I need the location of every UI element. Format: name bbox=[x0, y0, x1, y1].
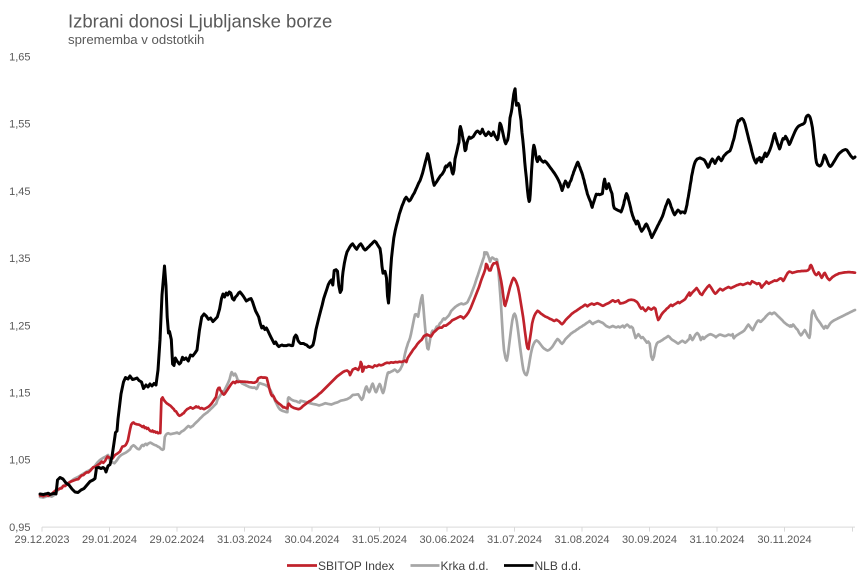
svg-text:1,05: 1,05 bbox=[9, 455, 30, 467]
svg-text:31.07.2024: 31.07.2024 bbox=[487, 534, 542, 546]
svg-text:30.11.2024: 30.11.2024 bbox=[757, 534, 811, 546]
svg-text:31.03.2024: 31.03.2024 bbox=[217, 534, 272, 546]
svg-text:0,95: 0,95 bbox=[9, 522, 30, 534]
svg-text:30.04.2024: 30.04.2024 bbox=[284, 534, 339, 546]
svg-text:Krka d.d.: Krka d.d. bbox=[441, 559, 489, 573]
svg-text:SBITOP Index: SBITOP Index bbox=[318, 559, 394, 573]
svg-text:1,25: 1,25 bbox=[9, 320, 30, 332]
svg-text:1,65: 1,65 bbox=[9, 52, 30, 64]
svg-text:29.12.2023: 29.12.2023 bbox=[14, 534, 69, 546]
svg-text:30.06.2024: 30.06.2024 bbox=[419, 534, 474, 546]
svg-text:31.10.2024: 31.10.2024 bbox=[689, 534, 744, 546]
svg-text:NLB d.d.: NLB d.d. bbox=[535, 559, 582, 573]
svg-text:1,45: 1,45 bbox=[9, 186, 30, 198]
svg-text:sprememba v odstotkih: sprememba v odstotkih bbox=[68, 32, 204, 47]
svg-text:1,55: 1,55 bbox=[9, 119, 30, 131]
svg-text:Izbrani donosi Ljubljanske bor: Izbrani donosi Ljubljanske borze bbox=[68, 11, 332, 32]
svg-text:31.08.2024: 31.08.2024 bbox=[554, 534, 609, 546]
svg-text:1,35: 1,35 bbox=[9, 253, 30, 265]
svg-text:29.01.2024: 29.01.2024 bbox=[82, 534, 137, 546]
svg-text:1,15: 1,15 bbox=[9, 388, 30, 400]
svg-text:29.02.2024: 29.02.2024 bbox=[149, 534, 204, 546]
svg-text:31.05.2024: 31.05.2024 bbox=[352, 534, 407, 546]
svg-text:30.09.2024: 30.09.2024 bbox=[622, 534, 677, 546]
